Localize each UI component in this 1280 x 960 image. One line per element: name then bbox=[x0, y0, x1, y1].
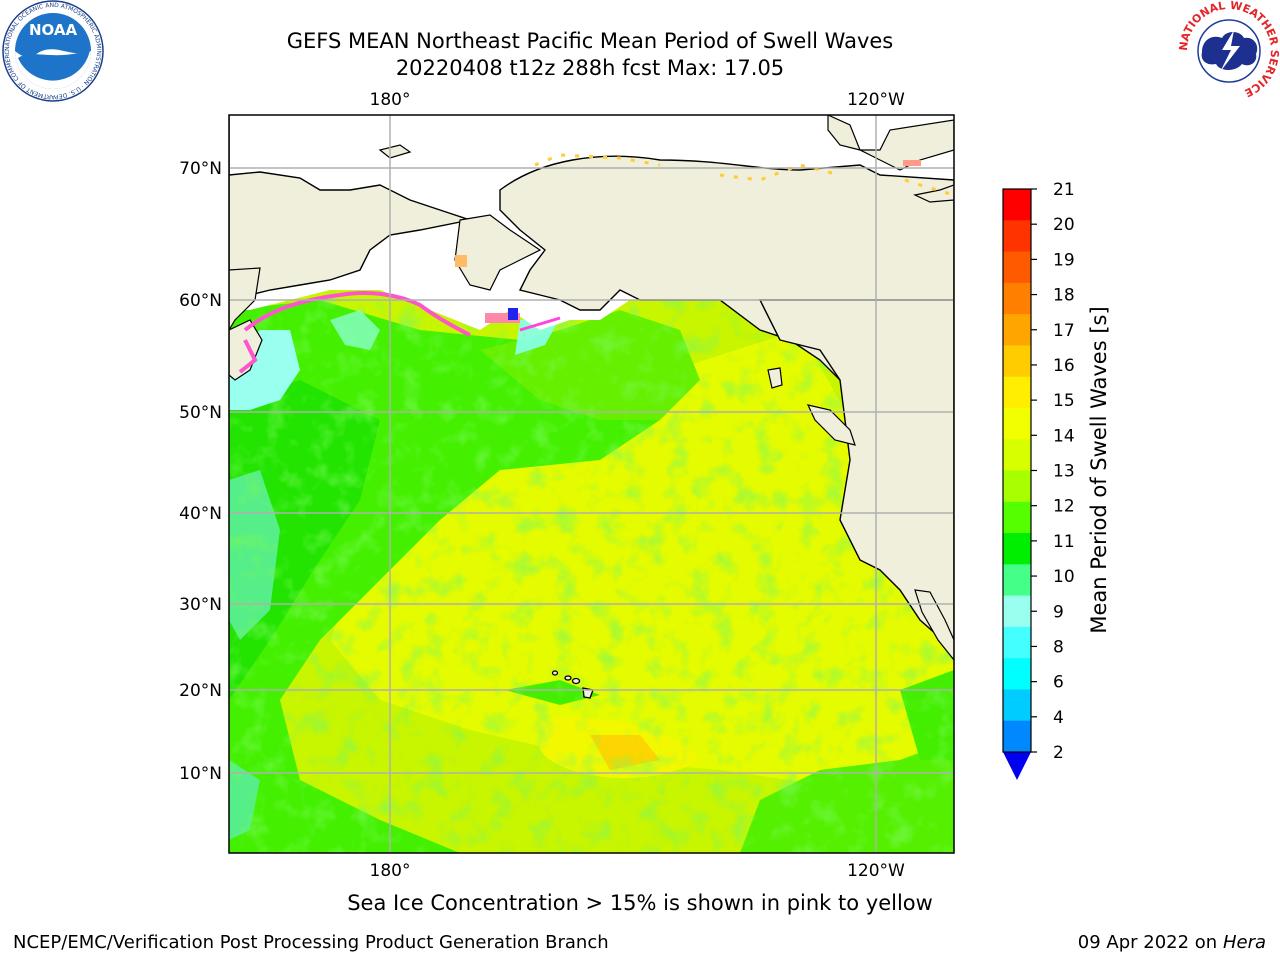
colorbar-tick-label: 21 bbox=[1053, 180, 1075, 200]
colorbar-segment bbox=[1003, 626, 1031, 659]
colorbar-segment bbox=[1003, 251, 1031, 284]
colorbar-segment bbox=[1003, 501, 1031, 534]
chart-subtitle: 20220408 t12z 288h fcst Max: 17.05 bbox=[395, 56, 785, 80]
colorbar-segment bbox=[1003, 189, 1031, 221]
svg-text:NOAA: NOAA bbox=[29, 21, 78, 39]
map-frame bbox=[228, 114, 955, 854]
colorbar-segment bbox=[1003, 282, 1031, 315]
bottom-lon-label: 120°W bbox=[847, 861, 905, 881]
lat-label: 30°N bbox=[179, 595, 222, 615]
colorbar-tick-label: 19 bbox=[1053, 250, 1075, 270]
colorbar-segment bbox=[1003, 345, 1031, 378]
noaa-logo: NATIONAL OCEANIC AND ATMOSPHERIC ADMINIS… bbox=[2, 0, 104, 102]
sea-ice-edge bbox=[243, 291, 471, 337]
colorbar-segment bbox=[1003, 439, 1031, 471]
nws-logo: NATIONAL WEATHER SERVICE bbox=[1178, 0, 1280, 101]
date-value: 09 Apr 2022 on bbox=[1077, 932, 1223, 953]
colorbar-tick-label: 4 bbox=[1053, 708, 1064, 728]
colorbar-segment bbox=[1003, 220, 1031, 253]
date-text: 09 Apr 2022 on Hera bbox=[1078, 932, 1266, 953]
top-lon-label: 120°W bbox=[847, 90, 905, 110]
siberia-land bbox=[229, 115, 473, 296]
colorbar-tick-label: 14 bbox=[1053, 426, 1075, 446]
alaska-land bbox=[499, 155, 954, 491]
colorbar-tick-label: 17 bbox=[1053, 321, 1075, 341]
colorbar-segment bbox=[1003, 564, 1031, 597]
bottom-lon-label: 180° bbox=[370, 861, 411, 881]
sea-ice-note: Sea Ice Concentration > 15% is shown in … bbox=[347, 891, 933, 915]
colorbar-label: Mean Period of Swell Waves [s] bbox=[1087, 306, 1111, 633]
colorbar-tick-label: 2 bbox=[1053, 743, 1064, 763]
colorbar-tick-label: 10 bbox=[1053, 567, 1075, 587]
lat-label: 50°N bbox=[179, 403, 222, 423]
colorbar-segment bbox=[1003, 720, 1031, 753]
chart-title: GEFS MEAN Northeast Pacific Mean Period … bbox=[286, 29, 894, 53]
lat-label: 70°N bbox=[179, 159, 222, 179]
colorbar-tick-label: 8 bbox=[1053, 637, 1064, 657]
colorbar-segment bbox=[1003, 658, 1031, 690]
lat-label: 10°N bbox=[179, 764, 222, 784]
host-name: Hera bbox=[1222, 932, 1266, 953]
colorbar-segment bbox=[1003, 376, 1031, 409]
colorbar-tick-label: 18 bbox=[1053, 286, 1075, 306]
colorbar-tick-label: 16 bbox=[1053, 356, 1075, 376]
colorbar-segment bbox=[1003, 595, 1031, 628]
colorbar-tick-label: 12 bbox=[1053, 497, 1075, 517]
colorbar-segment bbox=[1003, 407, 1031, 440]
top-lon-label: 180° bbox=[370, 90, 411, 110]
colorbar-tick-label: 20 bbox=[1053, 215, 1075, 235]
credit-text: NCEP/EMC/Verification Post Processing Pr… bbox=[13, 932, 609, 953]
north-america-land bbox=[758, 299, 954, 651]
colorbar-tick-label: 9 bbox=[1053, 602, 1064, 622]
map-field bbox=[229, 115, 954, 853]
colorbar-tick-label: 15 bbox=[1053, 391, 1075, 411]
colorbar-tick-label: 6 bbox=[1053, 673, 1064, 693]
lat-label: 60°N bbox=[179, 291, 222, 311]
lat-label: 40°N bbox=[179, 504, 222, 524]
lat-label: 20°N bbox=[179, 681, 222, 701]
colorbar-segment bbox=[1003, 314, 1031, 346]
colorbar-segment bbox=[1003, 533, 1031, 565]
graticule bbox=[229, 115, 954, 853]
colorbar-segment bbox=[1003, 689, 1031, 722]
colorbar-tick-label: 11 bbox=[1053, 532, 1075, 552]
colorbar-tick-label: 13 bbox=[1053, 462, 1075, 482]
colorbar-extend-arrow bbox=[1003, 752, 1031, 780]
colorbar-segment bbox=[1003, 470, 1031, 503]
